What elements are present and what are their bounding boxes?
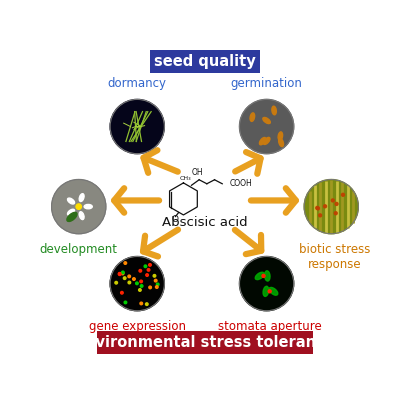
Ellipse shape [68, 198, 74, 204]
Circle shape [342, 193, 344, 196]
Circle shape [316, 206, 319, 209]
Circle shape [124, 262, 127, 264]
Text: O: O [172, 215, 179, 224]
Circle shape [110, 256, 164, 311]
Circle shape [136, 282, 138, 285]
Circle shape [324, 205, 326, 208]
Circle shape [124, 301, 127, 304]
Circle shape [331, 199, 334, 202]
Text: Abscisic acid: Abscisic acid [162, 216, 248, 228]
Ellipse shape [79, 212, 84, 220]
Circle shape [156, 286, 158, 288]
Circle shape [140, 285, 143, 287]
Ellipse shape [263, 118, 270, 124]
Circle shape [76, 204, 82, 209]
Ellipse shape [269, 288, 278, 295]
Text: development: development [40, 243, 118, 256]
Circle shape [335, 202, 338, 206]
Text: germination: germination [231, 77, 302, 90]
Text: CH₃: CH₃ [179, 176, 191, 180]
Circle shape [139, 270, 142, 272]
Ellipse shape [260, 138, 266, 145]
FancyBboxPatch shape [150, 50, 260, 74]
Circle shape [115, 282, 118, 284]
Circle shape [304, 180, 358, 234]
Circle shape [146, 303, 148, 306]
Ellipse shape [278, 132, 283, 140]
Circle shape [149, 286, 152, 289]
Circle shape [128, 281, 131, 284]
Circle shape [262, 274, 265, 278]
Circle shape [52, 180, 106, 234]
Text: OH: OH [192, 168, 204, 176]
Circle shape [120, 292, 123, 294]
Text: dormancy: dormancy [108, 77, 167, 90]
Ellipse shape [84, 204, 92, 209]
Circle shape [118, 272, 121, 275]
Circle shape [154, 279, 157, 282]
Ellipse shape [279, 138, 284, 147]
Circle shape [268, 290, 271, 293]
Circle shape [240, 256, 294, 311]
Text: environmental stress tolerance: environmental stress tolerance [75, 335, 335, 350]
Circle shape [118, 273, 121, 276]
Circle shape [110, 100, 164, 154]
Ellipse shape [263, 137, 270, 144]
Circle shape [140, 302, 142, 305]
Text: stomata aperture: stomata aperture [218, 320, 322, 333]
Ellipse shape [79, 194, 84, 202]
Ellipse shape [264, 271, 270, 281]
Text: gene expression: gene expression [89, 320, 186, 333]
Ellipse shape [68, 209, 74, 215]
Circle shape [138, 289, 141, 291]
Circle shape [156, 283, 159, 286]
Circle shape [147, 268, 150, 271]
Circle shape [316, 207, 319, 210]
Circle shape [140, 280, 142, 283]
Circle shape [153, 274, 156, 277]
Ellipse shape [255, 272, 264, 280]
Circle shape [146, 274, 148, 276]
Ellipse shape [272, 106, 276, 115]
Ellipse shape [263, 286, 269, 296]
Text: COOH: COOH [230, 179, 253, 188]
FancyBboxPatch shape [97, 330, 313, 354]
Text: biotic stress
response: biotic stress response [299, 243, 370, 271]
Circle shape [240, 100, 294, 154]
Circle shape [128, 275, 130, 278]
Circle shape [334, 212, 337, 215]
Circle shape [121, 272, 124, 275]
Circle shape [122, 271, 124, 274]
Circle shape [133, 278, 135, 280]
Circle shape [149, 264, 151, 266]
Ellipse shape [250, 113, 255, 122]
Ellipse shape [67, 212, 77, 222]
Circle shape [319, 214, 322, 217]
Text: seed quality: seed quality [154, 54, 256, 69]
Circle shape [123, 277, 126, 280]
Circle shape [144, 265, 147, 268]
